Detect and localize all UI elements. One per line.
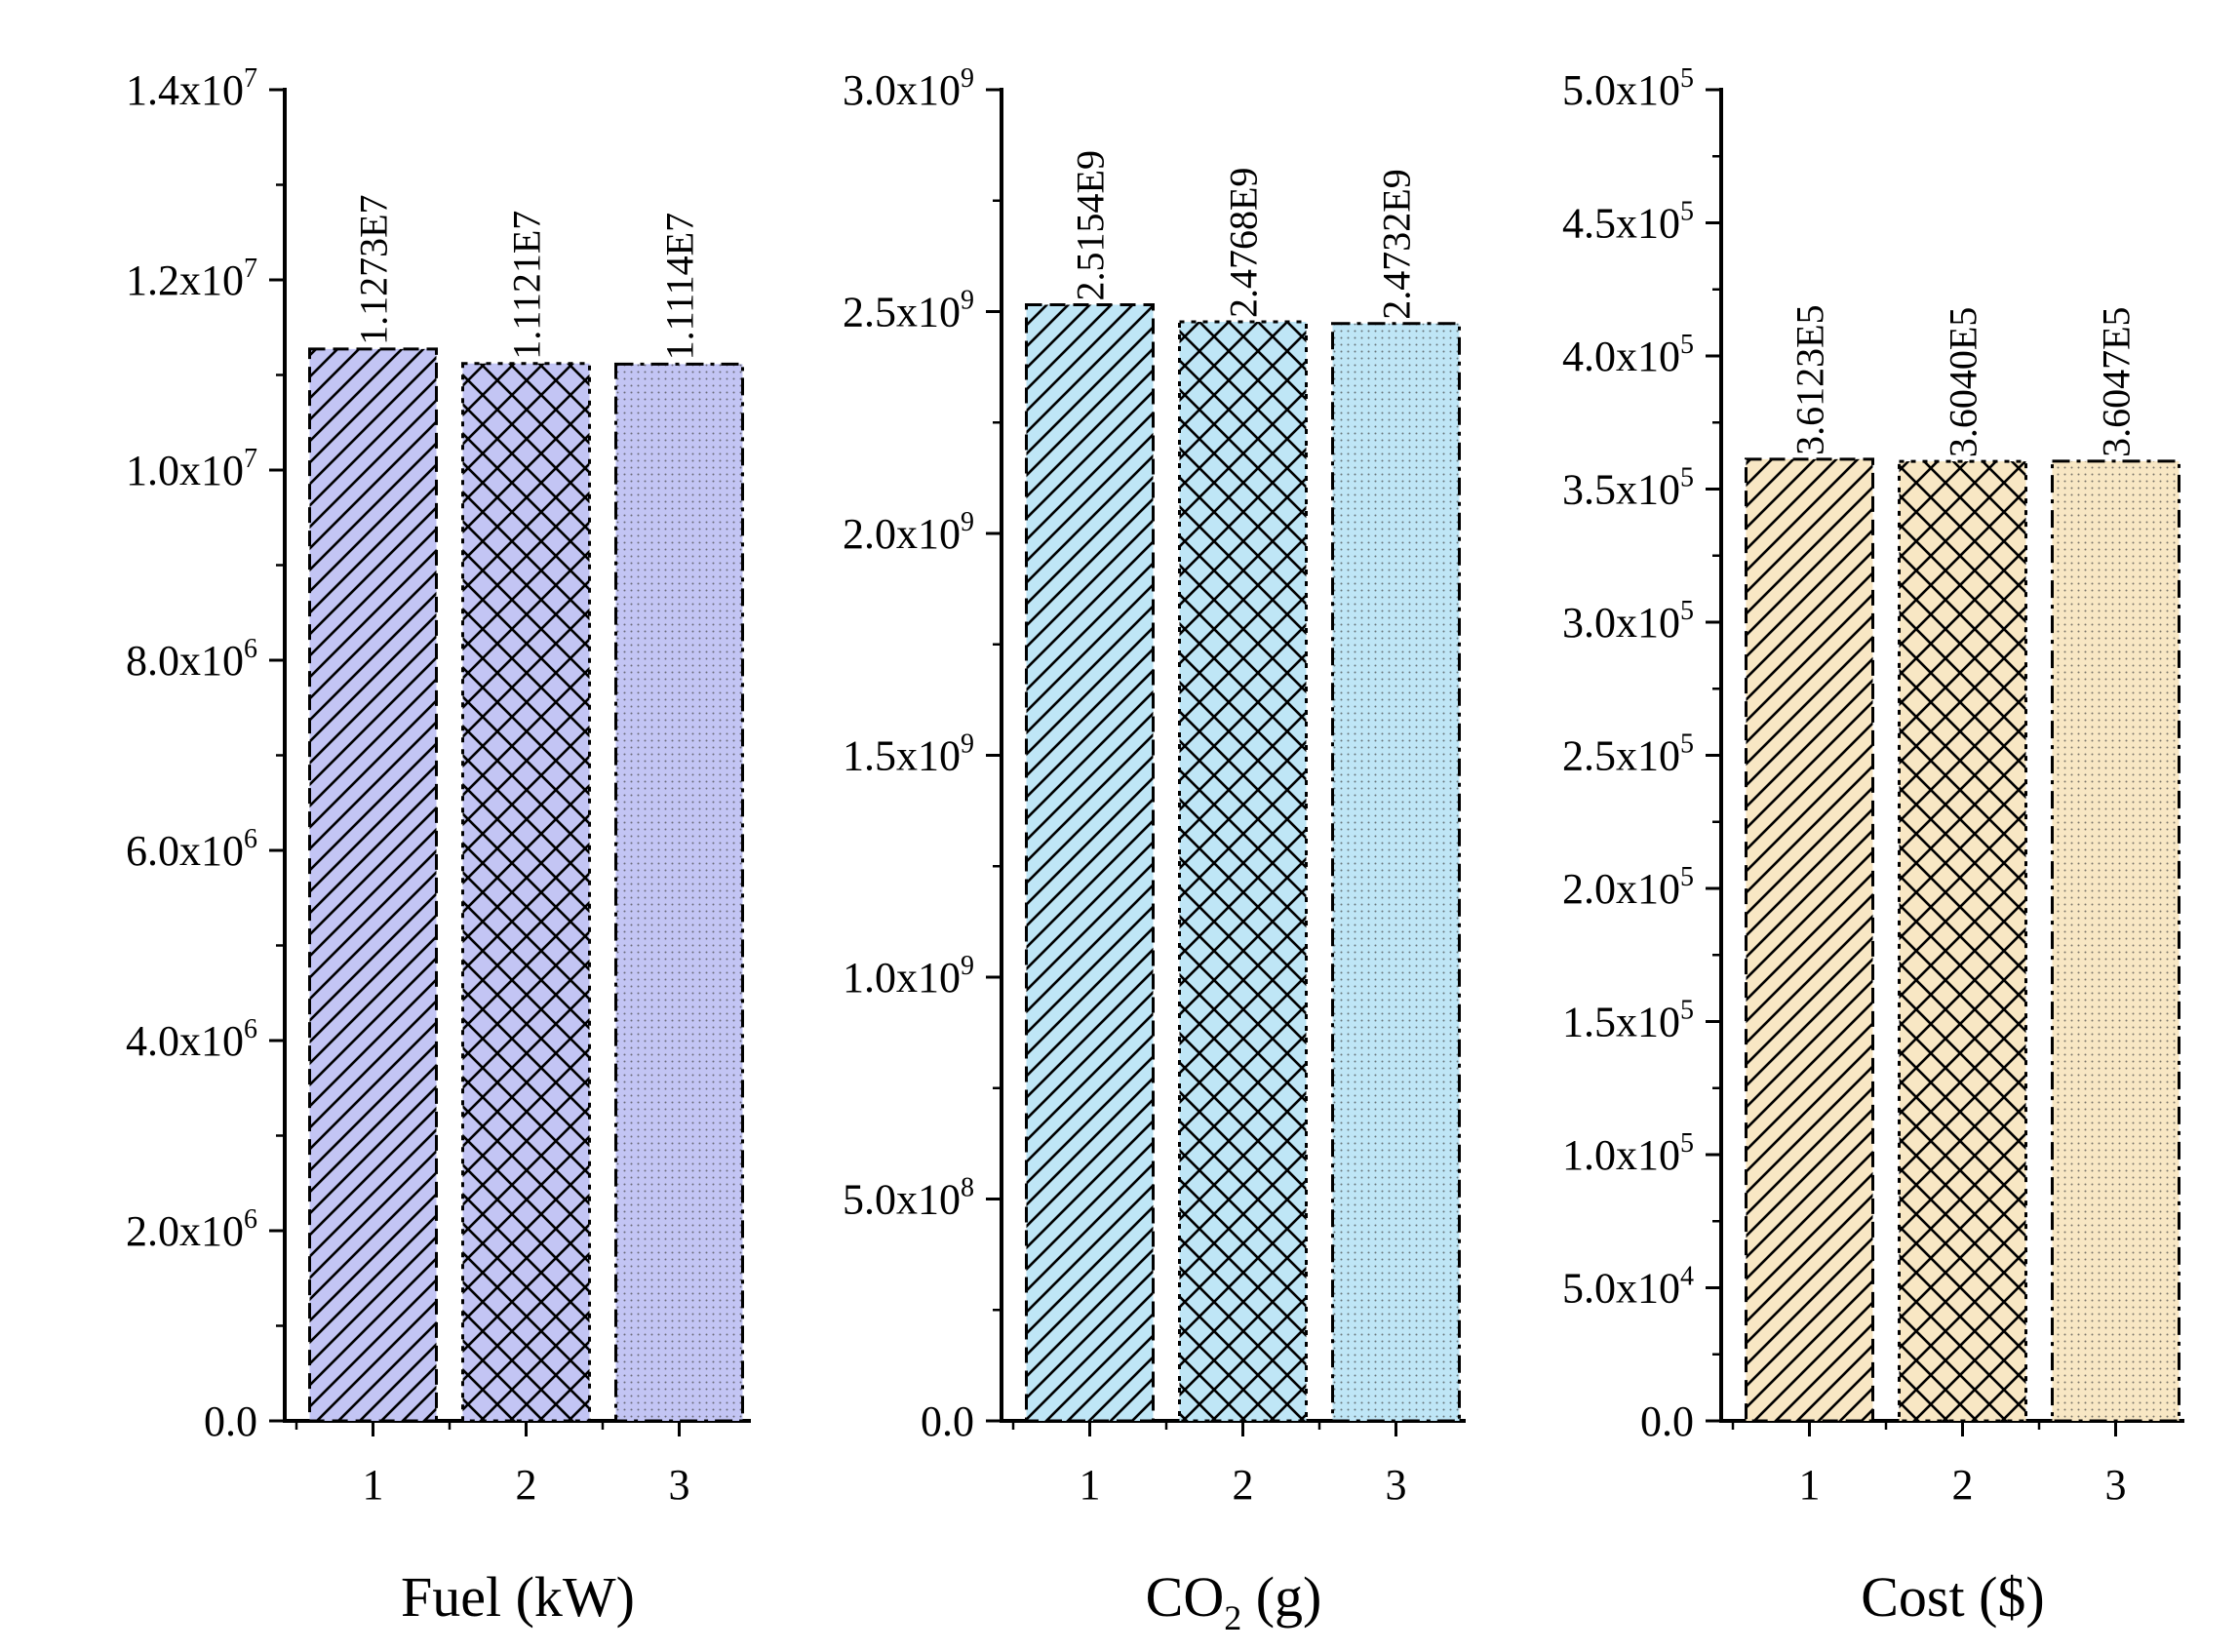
bar-pattern — [1026, 304, 1154, 1421]
bar-outline — [1331, 322, 1461, 1423]
chart-panel-3: 0.0 5.0x104 1.0x105 1.5x105 2.0x105 2.5x105 3.… — [1562, 63, 2184, 1629]
x-axis-title: Cost ($) — [1861, 1565, 2045, 1629]
x-tick-label: 3 — [1386, 1461, 1407, 1509]
bar-pattern — [309, 348, 437, 1421]
y-tick-label: 1.2x107 — [126, 254, 257, 304]
y-tick-label: 1.4x107 — [126, 63, 257, 114]
x-tick-label: 1 — [363, 1461, 384, 1509]
y-tick-label: 2.0x106 — [126, 1204, 257, 1255]
x-tick-label: 3 — [2105, 1461, 2127, 1509]
y-tick-label: 2.5x105 — [1562, 729, 1694, 780]
chart-panel-2: 0.0 5.0x108 1.0x109 1.5x109 2.0x109 2.5x109 3.… — [843, 63, 1466, 1637]
y-tick-label: 1.5x109 — [843, 729, 974, 780]
bar-data-label: 2.4732E9 — [1375, 169, 1419, 319]
bar-pattern — [462, 363, 590, 1421]
y-tick-label: 0.0 — [204, 1397, 257, 1445]
y-tick-label: 4.5x105 — [1562, 197, 1694, 248]
bar-data-label: 3.6047E5 — [2095, 306, 2139, 456]
y-tick-label: 1.0x109 — [843, 951, 974, 1002]
y-tick-label: 6.0x106 — [126, 824, 257, 875]
y-tick-label: 3.5x105 — [1562, 463, 1694, 514]
bar-1 — [1025, 302, 1155, 1423]
bar-1 — [308, 347, 438, 1423]
bar-data-label: 1.1121E7 — [505, 211, 549, 360]
bar-pattern — [615, 364, 743, 1421]
y-tick-label: 1.0x105 — [1562, 1128, 1694, 1179]
x-axis-title: CO2 (g) — [1146, 1565, 1322, 1637]
x-axis-title: Fuel (kW) — [401, 1565, 635, 1629]
x-tick-label: 1 — [1080, 1461, 1101, 1509]
bar-pattern — [2052, 460, 2180, 1422]
y-tick-label: 2.0x105 — [1562, 862, 1694, 913]
bar-3 — [2051, 459, 2180, 1423]
bar-2 — [1898, 459, 2027, 1423]
bar-data-label: 3.6040E5 — [1942, 307, 1985, 457]
bar-outline — [1178, 320, 1308, 1423]
bar-outline — [1745, 457, 1874, 1423]
y-tick-label: 2.5x109 — [843, 286, 974, 336]
bar-data-label: 1.1114E7 — [658, 213, 702, 360]
y-tick-label: 4.0x106 — [126, 1014, 257, 1065]
y-tick-label: 5.0x108 — [843, 1173, 974, 1224]
x-tick-label: 2 — [1952, 1461, 1974, 1509]
bar-3 — [614, 362, 744, 1423]
bar-outline — [461, 362, 591, 1423]
bar-outline — [308, 347, 438, 1423]
bar-2 — [461, 362, 591, 1423]
bar-outline — [1025, 302, 1155, 1423]
y-tick-label: 3.0x109 — [843, 63, 974, 114]
bar-data-label: 1.1273E7 — [352, 194, 396, 344]
x-tick-label: 3 — [669, 1461, 690, 1509]
bar-outline — [1898, 459, 2027, 1423]
chart-panel-1: 0.0 2.0x106 4.0x106 6.0x106 8.0x106 1.0x107 1.… — [126, 63, 751, 1629]
bar-outline — [614, 362, 744, 1423]
x-tick-label: 2 — [516, 1461, 537, 1509]
x-tick-label: 2 — [1233, 1461, 1254, 1509]
y-tick-label: 2.0x109 — [843, 507, 974, 558]
bar-pattern — [1746, 458, 1873, 1421]
y-tick-label: 1.5x105 — [1562, 996, 1694, 1046]
bar-data-label: 3.6123E5 — [1788, 304, 1832, 454]
bar-pattern — [1179, 322, 1307, 1421]
y-tick-label: 4.0x105 — [1562, 330, 1694, 380]
y-tick-label: 0.0 — [1640, 1397, 1694, 1445]
y-tick-label: 3.0x105 — [1562, 596, 1694, 647]
y-tick-label: 8.0x106 — [126, 634, 257, 685]
bar-data-label: 2.4768E9 — [1222, 168, 1266, 318]
bar-pattern — [1899, 461, 2026, 1421]
bar-outline — [2051, 459, 2180, 1423]
y-tick-label: 0.0 — [921, 1397, 974, 1445]
bar-1 — [1745, 457, 1874, 1423]
bar-data-label: 2.5154E9 — [1069, 150, 1113, 300]
bar-2 — [1178, 320, 1308, 1423]
y-tick-label: 5.0x105 — [1562, 63, 1694, 114]
y-tick-label: 1.0x107 — [126, 444, 257, 494]
bar-3 — [1331, 322, 1461, 1423]
bar-pattern — [1332, 323, 1460, 1422]
x-tick-label: 1 — [1799, 1461, 1821, 1509]
y-tick-label: 5.0x104 — [1562, 1262, 1694, 1313]
